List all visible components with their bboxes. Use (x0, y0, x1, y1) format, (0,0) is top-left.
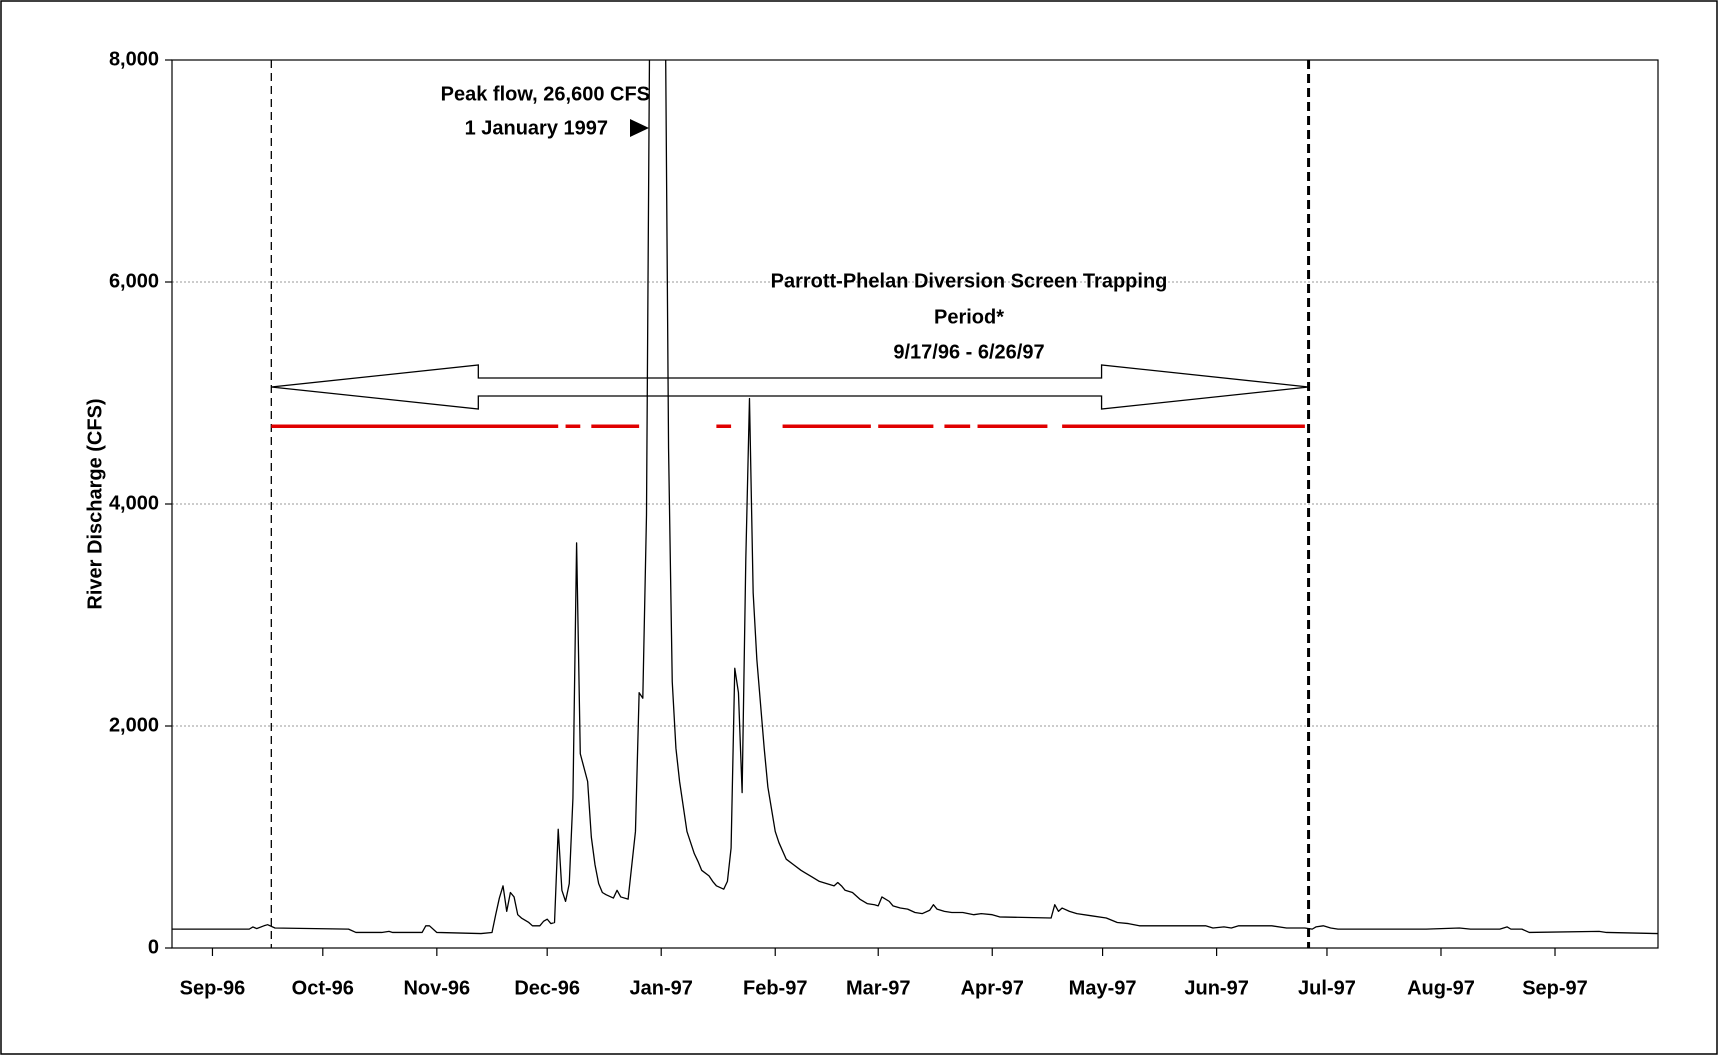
x-tick-label: Jul-97 (1298, 977, 1356, 999)
period-label: Period* (934, 306, 1004, 328)
annotation-arrow (630, 119, 649, 137)
y-axis-label: River Discharge (CFS) (84, 398, 106, 609)
y-tick-label: 2,000 (109, 714, 159, 736)
x-tick-label: Feb-97 (743, 977, 807, 999)
flow-line (172, 60, 1658, 935)
x-tick-label: May-97 (1069, 977, 1137, 999)
annotation: 1 January 1997 (465, 117, 608, 139)
y-tick-label: 8,000 (109, 48, 159, 70)
x-tick-label: Aug-97 (1407, 977, 1475, 999)
y-tick-label: 6,000 (109, 270, 159, 292)
x-tick-label: Dec-96 (514, 977, 580, 999)
period-label: 9/17/96 - 6/26/97 (893, 341, 1044, 363)
x-tick-label: Sep-96 (180, 977, 246, 999)
y-tick-label: 4,000 (109, 492, 159, 514)
x-tick-label: Apr-97 (961, 977, 1024, 999)
period-arrow (271, 364, 1309, 410)
x-tick-label: Sep-97 (1522, 977, 1588, 999)
x-tick-label: Oct-96 (292, 977, 354, 999)
x-tick-label: Jan-97 (630, 977, 693, 999)
annotation: Peak flow, 26,600 CFS (441, 83, 650, 105)
y-tick-label: 0 (148, 936, 159, 958)
period-label: Parrott-Phelan Diversion Screen Trapping (771, 270, 1168, 292)
x-tick-label: Mar-97 (846, 977, 910, 999)
x-tick-label: Jun-97 (1184, 977, 1248, 999)
x-tick-label: Nov-96 (403, 977, 470, 999)
